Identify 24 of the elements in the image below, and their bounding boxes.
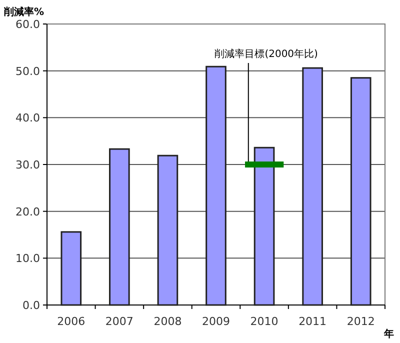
x-tick-label: 2008 bbox=[154, 315, 182, 328]
y-tick-label: 30.0 bbox=[16, 158, 40, 172]
x-tick-label: 2011 bbox=[298, 315, 327, 328]
y-tick-label: 50.0 bbox=[16, 64, 40, 78]
y-tick-label: 40.0 bbox=[16, 112, 40, 125]
x-axis-title: 年 bbox=[383, 328, 394, 340]
bar bbox=[109, 148, 130, 306]
y-tick-label: 20.0 bbox=[16, 205, 40, 218]
bar bbox=[206, 66, 226, 306]
y-tick-label: 60.0 bbox=[16, 18, 40, 31]
bar bbox=[60, 231, 82, 306]
y-tick-label: 10.0 bbox=[16, 252, 40, 266]
y-tick-label: 0.0 bbox=[22, 299, 40, 312]
x-tick-label: 2009 bbox=[202, 315, 230, 328]
x-tick-label: 2006 bbox=[57, 315, 86, 328]
x-tick-label: 2007 bbox=[105, 315, 134, 328]
bar bbox=[350, 77, 372, 306]
x-tick-label: 2012 bbox=[346, 315, 375, 328]
x-tick-label: 2010 bbox=[250, 315, 278, 328]
y-axis-title: 削減率% bbox=[3, 6, 44, 18]
bar bbox=[157, 154, 178, 306]
ref-line-label: 削減率目標(2000年比) bbox=[214, 48, 318, 60]
bar bbox=[302, 67, 323, 306]
bar bbox=[254, 146, 275, 306]
